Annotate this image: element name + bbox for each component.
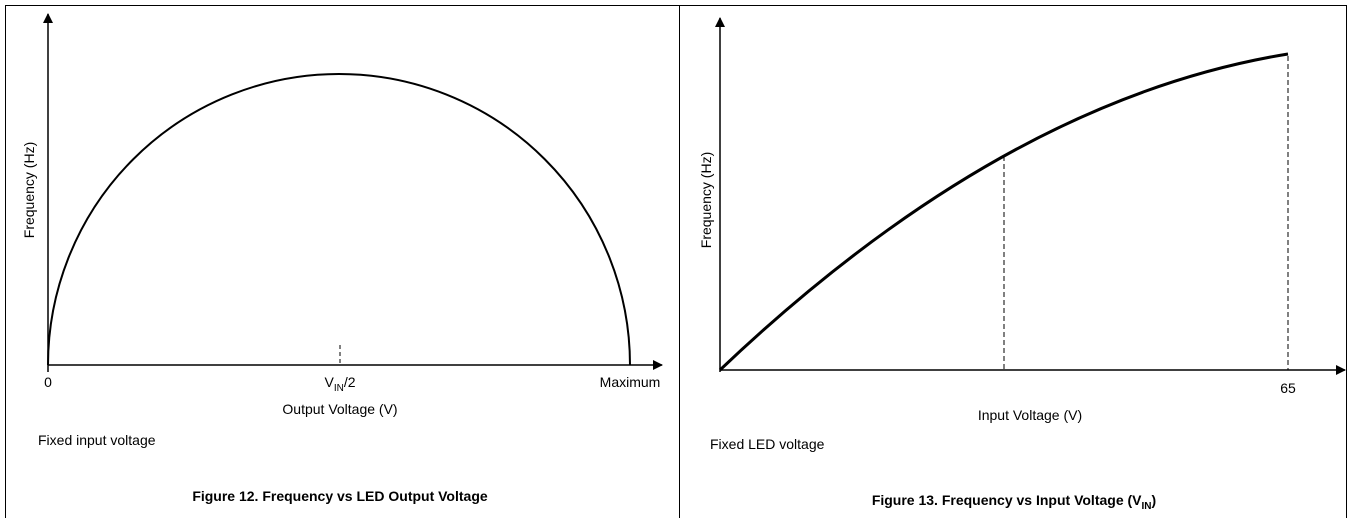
x-end: 65	[1280, 380, 1296, 396]
curve	[47, 73, 631, 366]
y-label: Frequency (Hz)	[698, 152, 714, 248]
caption: Figure 12. Frequency vs LED Output Volta…	[192, 488, 488, 504]
x-label: Output Voltage (V)	[282, 401, 397, 417]
frame	[5, 5, 1347, 518]
label-part: V	[324, 374, 334, 390]
y-label: Frequency (Hz)	[21, 142, 37, 238]
note: Fixed LED voltage	[710, 436, 825, 452]
left-figure: Frequency (Hz) 0 VIN/2 Maximum Output Vo…	[21, 13, 663, 504]
caption: Figure 13. Frequency vs Input Voltage (V…	[872, 492, 1156, 512]
note: Fixed input voltage	[38, 432, 156, 448]
x-end: Maximum	[600, 374, 661, 390]
label-part: /2	[344, 374, 356, 390]
x-label: Input Voltage (V)	[978, 407, 1082, 423]
x-start: 0	[44, 374, 52, 390]
caption-part: )	[1152, 492, 1157, 508]
label-sub: IN	[334, 383, 344, 394]
x-mid: VIN/2	[324, 374, 355, 394]
caption-sub: IN	[1142, 501, 1152, 512]
right-figure: Frequency (Hz) 65 Input Voltage (V) Fixe…	[698, 17, 1346, 512]
caption-part: Figure 13. Frequency vs Input Voltage (V	[872, 492, 1142, 508]
